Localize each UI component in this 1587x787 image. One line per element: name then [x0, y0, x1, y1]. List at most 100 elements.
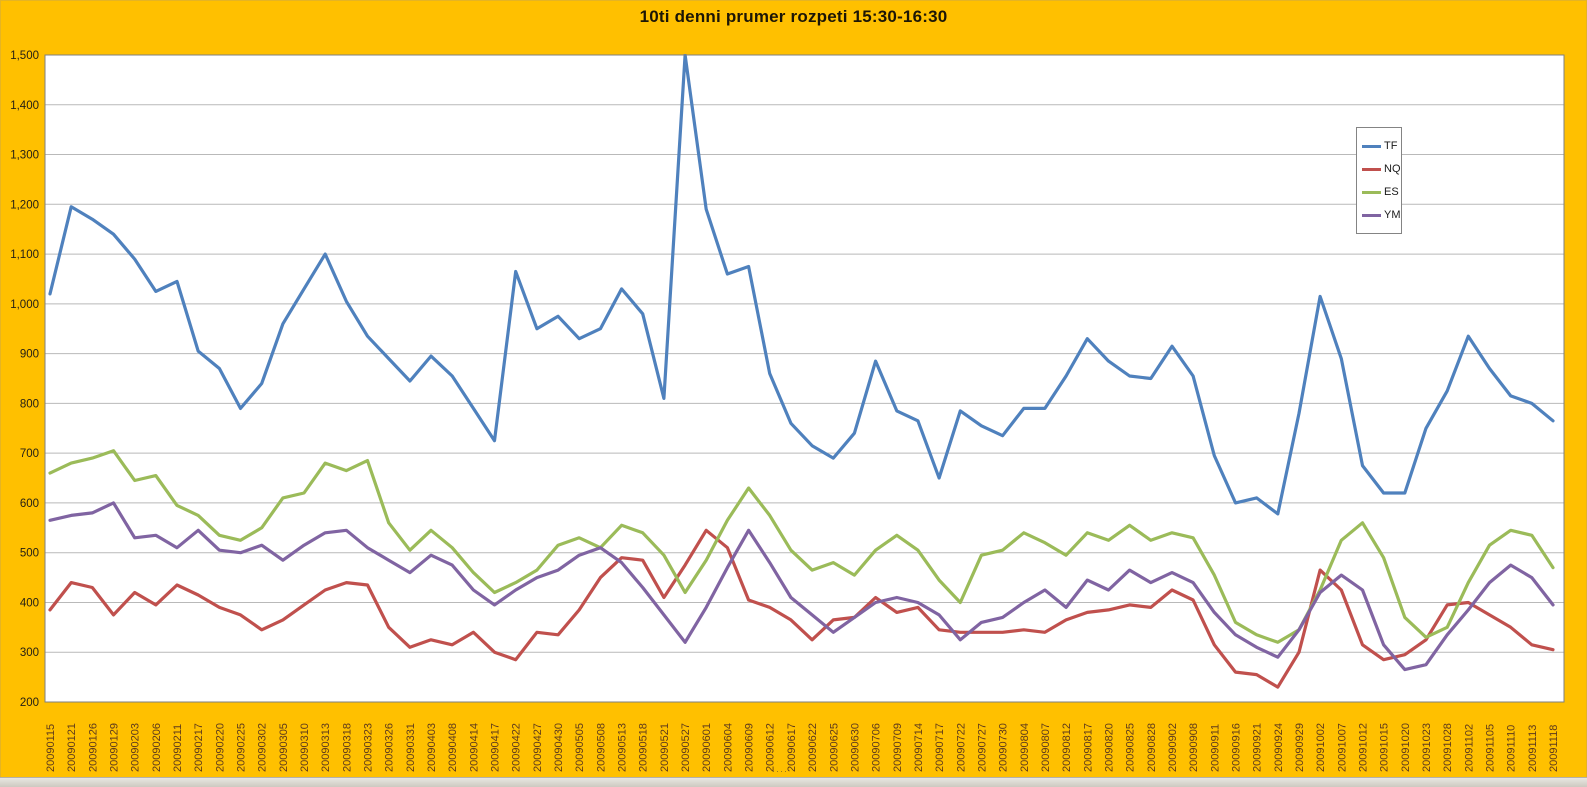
x-axis-tick-label: 20090601	[701, 723, 713, 772]
x-axis-tick-label: 20090924	[1273, 723, 1285, 772]
window-bottom-strip	[0, 777, 1587, 787]
x-axis-tick-label: 20090310	[299, 723, 311, 772]
y-axis-tick-label: 900	[20, 349, 39, 361]
x-axis-tick-label: 20090318	[341, 723, 353, 772]
x-axis-tick-label: 20090902	[1167, 723, 1179, 772]
x-axis-tick-label: 20090527	[680, 723, 692, 772]
y-axis-tick-label: 600	[20, 498, 39, 510]
legend-swatch-ES	[1362, 191, 1381, 194]
x-axis-tick-label: 20090807	[1040, 723, 1052, 772]
x-axis-tick-label: 20091105	[1484, 724, 1496, 772]
x-axis-tick-label: 20090403	[426, 723, 438, 772]
y-axis-tick-label: 500	[20, 548, 39, 560]
series-line-NQ[interactable]	[48, 528, 1555, 689]
y-axis-tick-label: 800	[20, 398, 39, 410]
x-axis-tick-label: 20090604	[722, 723, 734, 772]
x-axis-tick-label: 20090331	[405, 723, 417, 772]
x-axis-tick-label: 20090929	[1294, 723, 1306, 772]
page-break-marker: ····	[772, 766, 788, 776]
x-axis-tick-label: 20090706	[871, 723, 883, 772]
x-axis-tick-label: 20090817	[1082, 723, 1094, 772]
x-axis-tick-label: 20090508	[595, 723, 607, 772]
x-axis-tick-label: 20090617	[786, 723, 798, 772]
x-axis-tick-label: 20090323	[363, 723, 375, 772]
x-axis-tick-label: 20091102	[1463, 724, 1475, 772]
x-axis-tick-label: 20090505	[574, 723, 586, 772]
x-axis-tick-label: 20090609	[744, 723, 756, 772]
x-axis-tick-label: 20090414	[468, 723, 480, 772]
y-axis-tick-label: 1,300	[10, 150, 39, 162]
x-axis-tick-label: 20090225	[236, 723, 248, 772]
y-axis-tick-label: 1,500	[10, 50, 39, 62]
legend-swatch-NQ	[1362, 168, 1381, 171]
x-axis-tick-label: 20090203	[130, 723, 142, 772]
x-axis-tick-label: 20091015	[1379, 723, 1391, 772]
x-axis-tick-label: 20091020	[1400, 723, 1412, 772]
x-axis-tick-label: 20090820	[1103, 723, 1115, 772]
y-axis-tick-label: 1,000	[10, 299, 39, 311]
x-axis-tick-label: 20090622	[807, 723, 819, 772]
legend-item-YM[interactable]: YM	[1362, 204, 1401, 227]
legend-item-ES[interactable]: ES	[1362, 181, 1399, 204]
plot-border	[44, 54, 1565, 703]
legend-swatch-TF	[1362, 145, 1381, 148]
x-axis-tick-label: 20090717	[934, 723, 946, 772]
x-axis-tick-label: 20090730	[998, 723, 1010, 772]
x-axis-tick-label: 20090217	[193, 723, 205, 772]
x-axis-tick-label: 20090115	[45, 724, 57, 772]
x-axis-tick-label: 20090408	[447, 723, 459, 772]
series-line-YM[interactable]	[48, 501, 1555, 672]
x-axis-tick-label: 20090625	[828, 723, 840, 772]
legend-label-YM: YM	[1384, 209, 1401, 221]
x-axis-tick-label: 20090518	[638, 723, 650, 772]
x-axis-tick-label: 20091110	[1506, 725, 1518, 772]
x-axis-tick-label: 20090302	[257, 723, 269, 772]
x-axis-tick-label: 20090916	[1230, 723, 1242, 772]
y-axis-tick-label: 300	[20, 647, 39, 659]
y-axis-tick-label: 1,100	[10, 249, 39, 261]
legend-label-ES: ES	[1384, 186, 1399, 198]
chart-title: 10ti denni prumer rozpeti 15:30-16:30	[639, 7, 948, 26]
y-axis-tick-label: 200	[20, 697, 39, 709]
x-axis-tick-label: 20090513	[617, 723, 629, 772]
legend-swatch-YM	[1362, 214, 1381, 217]
x-axis-tick-label: 20090305	[278, 723, 290, 772]
x-axis-tick-label: 20090422	[511, 723, 523, 772]
x-axis-tick-label: 20090126	[87, 723, 99, 772]
x-axis-tick-label: 20090828	[1146, 723, 1158, 772]
x-axis-tick-label: 20091028	[1442, 723, 1454, 772]
x-axis-tick-label: 20090908	[1188, 723, 1200, 772]
x-axis-tick-label: 20091113	[1527, 725, 1539, 772]
x-axis-tick-label: 20090630	[849, 723, 861, 772]
x-axis-tick-label: 20090121	[66, 723, 78, 772]
x-axis-tick-label: 20090220	[214, 723, 226, 772]
legend-item-NQ[interactable]: NQ	[1362, 158, 1401, 181]
x-axis-tick-label: 20091002	[1315, 723, 1327, 772]
series-line-TF[interactable]	[48, 54, 1555, 516]
x-axis-tick-label: 20090727	[976, 723, 988, 772]
x-axis-tick-label: 20090825	[1125, 723, 1137, 772]
legend-label-NQ: NQ	[1384, 163, 1401, 175]
x-axis-tick-label: 20090612	[765, 723, 777, 772]
x-axis-tick-label: 20090206	[151, 723, 163, 772]
plot-area	[45, 55, 1564, 702]
x-axis-tick-label: 20090211	[172, 724, 184, 772]
x-axis-tick-label: 20090326	[384, 723, 396, 772]
x-axis-tick-label: 20090714	[913, 723, 925, 772]
x-axis-tick-label: 20090521	[659, 723, 671, 772]
y-axis-tick-label: 400	[20, 597, 39, 609]
x-axis-tick-label: 20090430	[553, 723, 565, 772]
y-axis-tick-label: 1,200	[10, 199, 39, 211]
x-axis-tick-label: 20090722	[955, 723, 967, 772]
legend-label-TF: TF	[1384, 140, 1398, 152]
legend-item-TF[interactable]: TF	[1362, 135, 1397, 158]
x-axis-tick-label: 20090313	[320, 723, 332, 772]
x-axis-tick-label: 20090129	[109, 723, 121, 772]
x-axis-tick-label: 20091007	[1336, 723, 1348, 772]
x-axis-tick-label: 20090911	[1209, 724, 1221, 772]
legend[interactable]: TF NQ ES YM	[1356, 127, 1402, 234]
x-axis-tick-label: 20090812	[1061, 723, 1073, 772]
x-axis-tick-label: 20090709	[892, 723, 904, 772]
